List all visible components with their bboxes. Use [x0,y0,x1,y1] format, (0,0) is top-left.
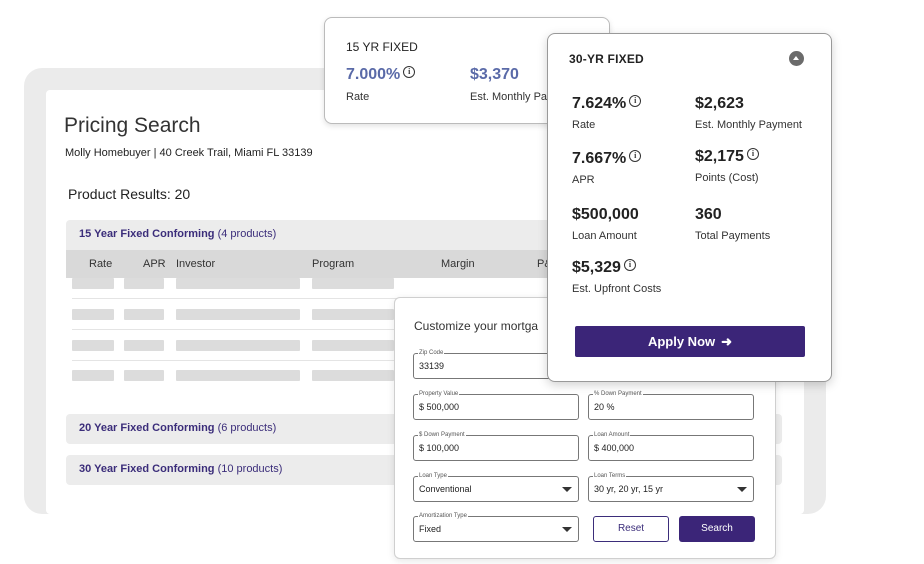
group-name: 20 Year Fixed Conforming [79,422,215,434]
field-label: Amortization Type [418,512,468,520]
stat-points: $2,175 i Points (Cost) [695,148,759,184]
payment-label: Est. Monthly Pa [470,91,548,103]
chevron-down-icon [562,527,572,532]
group-count: (6 products) [217,422,277,434]
arrow-right-icon: ➜ [721,334,733,349]
col-program[interactable]: Program [312,258,355,270]
stat-upfront-costs: $5,329 i Est. Upfront Costs [572,259,661,295]
loan-amount-label: Loan Amount [572,230,637,242]
upfront-value: $5,329 [572,259,621,276]
customer-info: Molly Homebuyer | 40 Creek Trail, Miami … [65,147,313,159]
group-title: 15 Year Fixed Conforming (4 products) [79,228,276,240]
rate-value: 7.000% i [346,66,416,84]
apply-now-button[interactable]: Apply Now ➜ [575,326,805,357]
rate-label: Rate [572,119,596,131]
chevron-down-icon [737,487,747,492]
loan-amount-value: $500,000 [572,206,639,223]
rate-value: 7.624% [572,95,627,112]
info-icon[interactable]: i [623,259,636,271]
chevron-down-icon [562,487,572,492]
zip-code-field[interactable]: Zip Code 33139 [413,349,573,379]
stat-apr: 7.667% i APR [572,150,642,186]
total-payments-label: Total Payments [695,230,771,242]
group-name: 15 Year Fixed Conforming [79,228,215,240]
results-count: Product Results: 20 [68,186,191,202]
field-value: $ 100,000 [419,443,460,453]
payment-label: Est. Monthly Payment [695,119,802,131]
payment-value: $3,370 [470,66,519,83]
field-label: Zip Code [418,349,445,357]
field-value: 20 % [594,402,615,412]
stat-rate: 7.624% i Rate [572,95,642,131]
field-label: Property Value [418,390,460,398]
payment-value: $2,623 [695,95,744,112]
field-label: Loan Type [418,472,448,480]
group-count: (4 products) [217,228,277,240]
reset-button[interactable]: Reset [593,516,669,542]
down-payment-percent-field[interactable]: % Down Payment 20 % [588,390,754,420]
field-label: Loan Amount [593,431,631,439]
page-title: Pricing Search [64,114,201,137]
apr-label: APR [572,174,595,186]
field-value: 30 yr, 20 yr, 15 yr [594,484,664,494]
loan-amount-field[interactable]: Loan Amount $ 400,000 [588,431,754,461]
info-icon[interactable]: i [403,66,416,78]
upfront-label: Est. Upfront Costs [572,283,662,295]
group-title: 30 Year Fixed Conforming (10 products) [79,463,282,475]
field-value: $ 400,000 [594,443,635,453]
field-label: Loan Terms [593,472,627,480]
search-button[interactable]: Search [679,516,755,542]
card-title: 15 YR FIXED [346,40,418,54]
apply-label: Apply Now [647,334,716,349]
info-icon[interactable]: i [629,150,642,162]
amortization-type-select[interactable]: Amortization Type Fixed [413,512,579,542]
card-title: 30-YR FIXED [569,52,644,66]
rate-label: Rate [346,91,370,103]
col-apr[interactable]: APR [143,258,166,270]
field-value: Fixed [419,524,442,534]
loan-type-select[interactable]: Loan Type Conventional [413,472,579,502]
stat-total-payments: 360 Total Payments [695,206,770,242]
col-margin[interactable]: Margin [441,258,475,270]
field-value: Conventional [419,484,472,494]
points-value: $2,175 [695,148,744,165]
field-label: $ Down Payment [418,431,466,439]
stat-payment: $2,623 Est. Monthly Payment [695,95,802,131]
rate-card-30yr: 30-YR FIXED 7.624% i Rate $2,623 Est. Mon… [547,33,832,382]
loan-terms-select[interactable]: Loan Terms 30 yr, 20 yr, 15 yr [588,472,754,502]
stat-loan-amount: $500,000 Loan Amount [572,206,639,242]
group-title: 20 Year Fixed Conforming (6 products) [79,422,276,434]
field-label: % Down Payment [593,390,643,398]
collapse-icon[interactable] [789,51,804,66]
field-value: 33139 [419,361,445,371]
group-count: (10 products) [217,463,283,475]
col-investor[interactable]: Investor [176,258,216,270]
down-payment-amount-field[interactable]: $ Down Payment $ 100,000 [413,431,579,461]
form-title: Customize your mortga [414,319,539,333]
property-value-field[interactable]: Property Value $ 500,000 [413,390,579,420]
field-value: $ 500,000 [419,402,460,412]
apr-value: 7.667% [572,150,627,167]
col-rate[interactable]: Rate [89,258,113,270]
group-name: 30 Year Fixed Conforming [79,463,215,475]
info-icon[interactable]: i [746,148,759,160]
points-label: Points (Cost) [695,172,759,184]
info-icon[interactable]: i [629,95,642,107]
total-payments-value: 360 [695,206,722,223]
